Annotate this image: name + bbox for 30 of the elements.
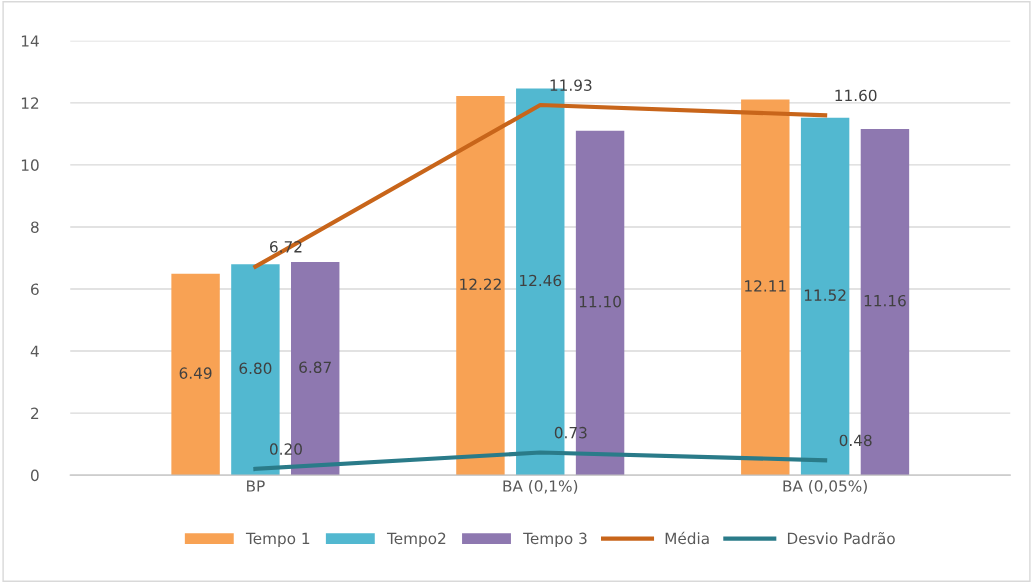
x-tick-label: BA (0,05%) (783, 480, 867, 494)
legend-label: Tempo 1 (245, 532, 310, 548)
y-tick-label: 10 (21, 159, 39, 171)
legend-label: Desvio Padrão (787, 532, 895, 545)
data-label: 12.22 (460, 278, 501, 290)
bar (171, 273, 220, 476)
data-label: 6.80 (239, 362, 272, 375)
data-label: 11.10 (579, 295, 621, 308)
data-label: 11.16 (864, 294, 906, 307)
data-label: 11.52 (804, 289, 846, 301)
y-tick-label: 8 (31, 221, 39, 233)
legend-label: Tempo2 (386, 532, 446, 548)
y-tick-label: 4 (30, 345, 39, 357)
data-label: 12.11 (745, 280, 786, 292)
bar (741, 99, 790, 476)
x-tick-label: BA (0,1%) (503, 480, 578, 494)
legend-label: Tempo 3 (523, 532, 587, 548)
y-tick-label: 12 (21, 97, 39, 109)
y-tick-label: 14 (21, 35, 39, 47)
bar (456, 96, 505, 476)
y-tick-label: 0 (30, 469, 39, 482)
data-label: 6.87 (299, 361, 331, 374)
y-tick-label: 2 (31, 407, 39, 419)
data-label: 6.49 (179, 367, 212, 379)
legend-label: Média (665, 531, 709, 545)
y-tick-label: 6 (31, 283, 39, 296)
data-label: 12.46 (520, 274, 562, 287)
x-tick-label: BP (247, 480, 265, 492)
data-label: 11.60 (835, 89, 877, 102)
data-label: 11.93 (550, 79, 592, 91)
